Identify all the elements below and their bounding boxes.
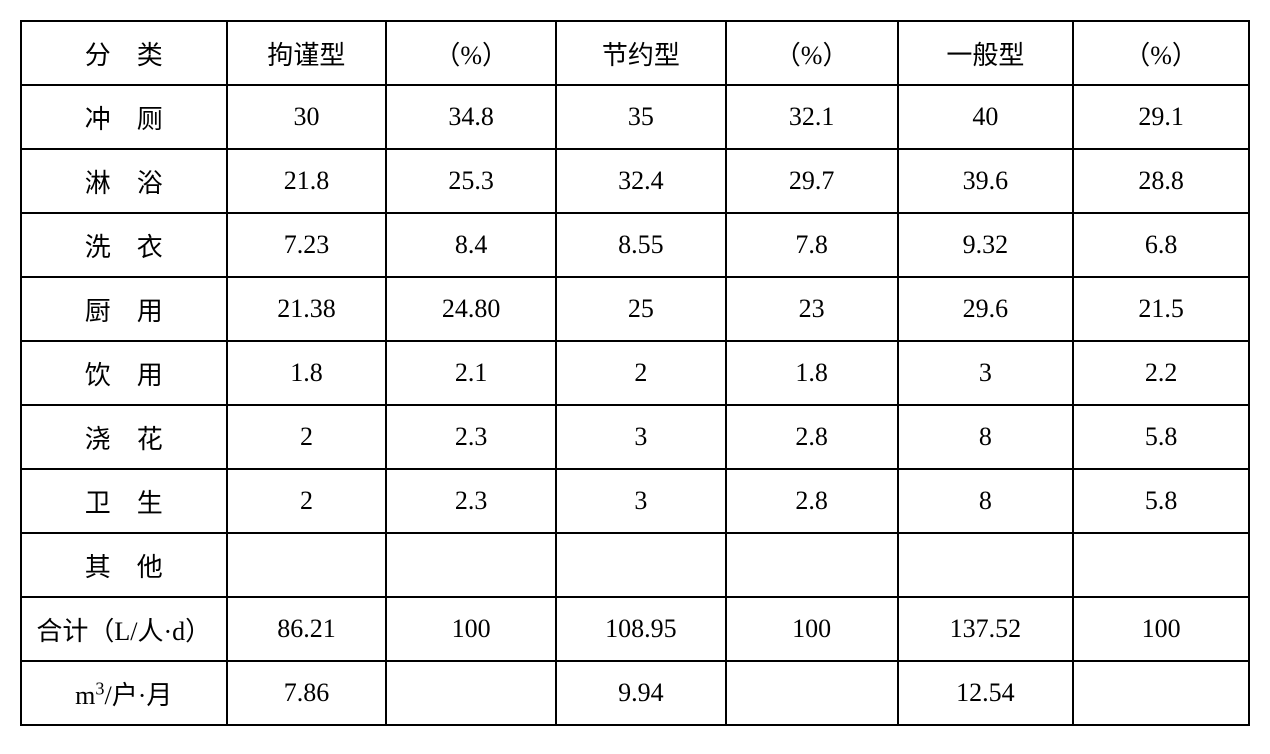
- cell: [556, 533, 726, 597]
- cell: 1.8: [726, 341, 898, 405]
- row-label: 卫 生: [21, 469, 227, 533]
- table-row: 冲 厕 30 34.8 35 32.1 40 29.1: [21, 85, 1249, 149]
- cell: 86.21: [227, 597, 387, 661]
- cell: 32.1: [726, 85, 898, 149]
- cell: 3: [556, 405, 726, 469]
- cell: 30: [227, 85, 387, 149]
- header-pct2: （%）: [726, 21, 898, 85]
- row-label: 其 他: [21, 533, 227, 597]
- cell: 21.38: [227, 277, 387, 341]
- cell: 100: [386, 597, 556, 661]
- cell: 2.8: [726, 405, 898, 469]
- cell: 108.95: [556, 597, 726, 661]
- unit-row: m3/户·月 7.86 9.94 12.54: [21, 661, 1249, 725]
- header-category: 分 类: [21, 21, 227, 85]
- table-row: 其 他: [21, 533, 1249, 597]
- header-pct3: （%）: [1073, 21, 1249, 85]
- cell: 34.8: [386, 85, 556, 149]
- row-label: 冲 厕: [21, 85, 227, 149]
- cell: 5.8: [1073, 405, 1249, 469]
- cell: [386, 533, 556, 597]
- table-row: 洗 衣 7.23 8.4 8.55 7.8 9.32 6.8: [21, 213, 1249, 277]
- cell: 100: [1073, 597, 1249, 661]
- unit-label: m3/户·月: [21, 661, 227, 725]
- row-label: 洗 衣: [21, 213, 227, 277]
- table-row: 卫 生 2 2.3 3 2.8 8 5.8: [21, 469, 1249, 533]
- cell: 2.2: [1073, 341, 1249, 405]
- cell: 25: [556, 277, 726, 341]
- row-label: 浇 花: [21, 405, 227, 469]
- cell: 2.3: [386, 469, 556, 533]
- cell: [1073, 533, 1249, 597]
- cell: 21.8: [227, 149, 387, 213]
- cell: [726, 533, 898, 597]
- cell: 28.8: [1073, 149, 1249, 213]
- cell: 8: [898, 405, 1074, 469]
- cell: 3: [556, 469, 726, 533]
- cell: 9.94: [556, 661, 726, 725]
- cell: 24.80: [386, 277, 556, 341]
- table-row: 厨 用 21.38 24.80 25 23 29.6 21.5: [21, 277, 1249, 341]
- cell: 39.6: [898, 149, 1074, 213]
- row-label: 饮 用: [21, 341, 227, 405]
- header-pct1: （%）: [386, 21, 556, 85]
- header-type2: 节约型: [556, 21, 726, 85]
- cell: 7.86: [227, 661, 387, 725]
- cell: 35: [556, 85, 726, 149]
- water-usage-table: 分 类 拘谨型 （%） 节约型 （%） 一般型 （%） 冲 厕 30 34.8 …: [20, 20, 1250, 726]
- cell: 100: [726, 597, 898, 661]
- cell: 12.54: [898, 661, 1074, 725]
- cell: 2: [227, 469, 387, 533]
- cell: 2.3: [386, 405, 556, 469]
- header-type3: 一般型: [898, 21, 1074, 85]
- cell: 25.3: [386, 149, 556, 213]
- cell: 2: [227, 405, 387, 469]
- total-label: 合计（L/人·d）: [21, 597, 227, 661]
- cell: 3: [898, 341, 1074, 405]
- cell: 6.8: [1073, 213, 1249, 277]
- cell: 8: [898, 469, 1074, 533]
- cell: 40: [898, 85, 1074, 149]
- table-row: 浇 花 2 2.3 3 2.8 8 5.8: [21, 405, 1249, 469]
- cell: 23: [726, 277, 898, 341]
- cell: 7.23: [227, 213, 387, 277]
- cell: 32.4: [556, 149, 726, 213]
- cell: 7.8: [726, 213, 898, 277]
- cell: 2.8: [726, 469, 898, 533]
- header-type1: 拘谨型: [227, 21, 387, 85]
- cell: 1.8: [227, 341, 387, 405]
- cell: [726, 661, 898, 725]
- header-row: 分 类 拘谨型 （%） 节约型 （%） 一般型 （%）: [21, 21, 1249, 85]
- total-row: 合计（L/人·d） 86.21 100 108.95 100 137.52 10…: [21, 597, 1249, 661]
- cell: 29.6: [898, 277, 1074, 341]
- cell: [1073, 661, 1249, 725]
- row-label: 厨 用: [21, 277, 227, 341]
- cell: [386, 661, 556, 725]
- cell: 8.4: [386, 213, 556, 277]
- cell: 29.7: [726, 149, 898, 213]
- cell: [898, 533, 1074, 597]
- cell: 9.32: [898, 213, 1074, 277]
- cell: 2: [556, 341, 726, 405]
- cell: 21.5: [1073, 277, 1249, 341]
- cell: [227, 533, 387, 597]
- table-row: 饮 用 1.8 2.1 2 1.8 3 2.2: [21, 341, 1249, 405]
- row-label: 淋 浴: [21, 149, 227, 213]
- table-row: 淋 浴 21.8 25.3 32.4 29.7 39.6 28.8: [21, 149, 1249, 213]
- cell: 5.8: [1073, 469, 1249, 533]
- cell: 2.1: [386, 341, 556, 405]
- cell: 29.1: [1073, 85, 1249, 149]
- cell: 8.55: [556, 213, 726, 277]
- cell: 137.52: [898, 597, 1074, 661]
